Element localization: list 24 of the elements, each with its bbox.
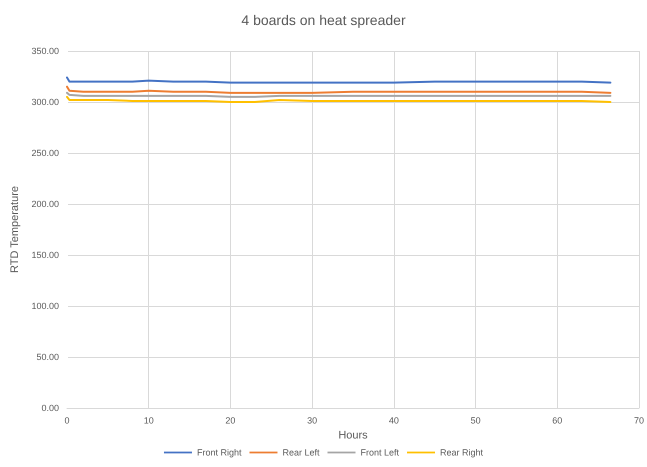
- y-tick-label: 50.00: [36, 352, 59, 362]
- line-series: [66, 86, 612, 94]
- y-tick-label: 250.00: [31, 148, 59, 158]
- x-tick-label: 50: [470, 416, 481, 426]
- x-tick-label: 20: [225, 416, 236, 426]
- legend-label: Front Right: [196, 448, 242, 458]
- legend-label: Front Left: [360, 448, 400, 458]
- y-tick-label: 150.00: [31, 250, 59, 260]
- x-tick-label: 40: [388, 416, 399, 426]
- y-tick-label: 300.00: [31, 97, 59, 107]
- x-tick-label: 70: [634, 416, 644, 426]
- legend-label: Rear Left: [282, 448, 320, 458]
- x-tick-label: 10: [144, 416, 154, 426]
- x-axis-title: Hours: [338, 429, 368, 442]
- y-tick-label: 100.00: [31, 301, 59, 311]
- y-tick-label: 200.00: [31, 199, 59, 209]
- y-tick-label: 0.00: [41, 403, 59, 413]
- x-tick-label: 0: [64, 416, 70, 426]
- x-tick-label: 30: [307, 416, 318, 426]
- x-tick-label: 60: [552, 416, 562, 426]
- chart-title: 4 boards on heat spreader: [241, 12, 406, 28]
- y-tick-label: 350.00: [31, 46, 59, 56]
- legend-label: Rear Right: [440, 448, 484, 458]
- y-axis-title: RTD Temperature: [9, 186, 22, 274]
